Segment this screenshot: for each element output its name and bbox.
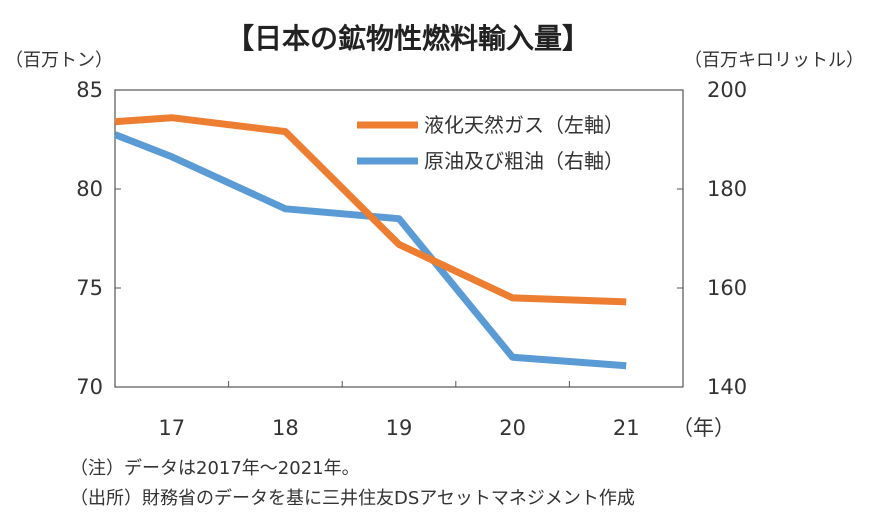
- plot-frame: [114, 89, 684, 388]
- right-tick-label-180: 180: [707, 177, 747, 201]
- left-tick-label-85: 85: [76, 78, 103, 102]
- left-axis-unit: （百万トン）: [5, 50, 113, 71]
- right-tick-label-200: 200: [707, 78, 747, 102]
- note-source: （出所）財務省のデータを基に三井住友DSアセットマネジメント作成: [70, 488, 635, 509]
- left-tick-label-70: 70: [76, 375, 103, 399]
- x-tick-label-19: 19: [386, 416, 413, 440]
- left-tick-label-80: 80: [76, 177, 103, 201]
- legend-label-lng: 液化天然ガス（左軸）: [424, 113, 624, 137]
- x-axis-unit: （年）: [672, 416, 735, 440]
- x-tick-label-18: 18: [272, 416, 299, 440]
- left-axis-ticks: 70 75 80 85: [76, 78, 121, 399]
- legend-label-crude-oil: 原油及び粗油（右軸）: [424, 149, 624, 173]
- chart-title: 【日本の鉱物性燃料輸入量】: [226, 22, 590, 55]
- series-lng-line: [114, 114, 627, 306]
- right-axis-ticks: 140 160 180 200: [677, 78, 747, 399]
- right-tick-label-160: 160: [707, 276, 747, 300]
- right-axis-unit: （百万キロリットル）: [684, 50, 864, 71]
- legend: 液化天然ガス（左軸） 原油及び粗油（右軸）: [346, 103, 674, 183]
- left-tick-label-75: 75: [76, 276, 103, 300]
- x-tick-label-17: 17: [158, 416, 185, 440]
- x-axis-ticks: 17 18 19 20 21: [158, 381, 640, 440]
- right-tick-label-140: 140: [707, 375, 747, 399]
- legend-background: [346, 103, 674, 183]
- note-period: （注）データは2017年～2021年。: [70, 458, 360, 479]
- series-layer: [113, 114, 627, 370]
- x-tick-label-20: 20: [499, 416, 526, 440]
- series-crude-oil-line: [113, 131, 627, 370]
- x-tick-label-21: 21: [613, 416, 640, 440]
